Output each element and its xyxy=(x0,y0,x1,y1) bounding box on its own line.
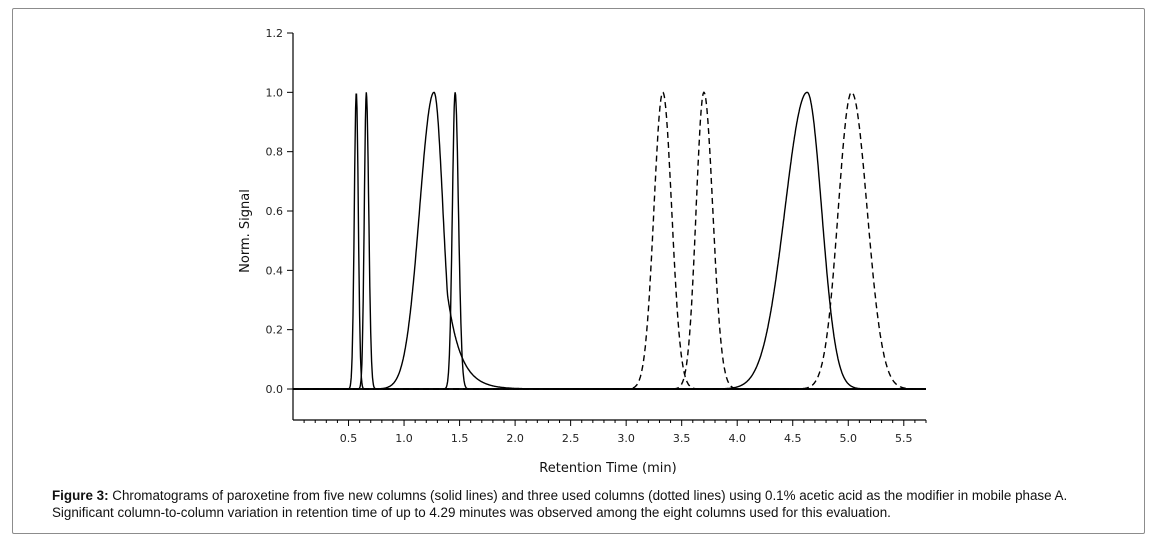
y-axis-title: Norm. Signal xyxy=(238,189,253,273)
x-tick-label: 0.5 xyxy=(340,432,358,445)
series-line-4 xyxy=(293,92,926,390)
y-tick-label: 0.0 xyxy=(266,383,284,396)
x-tick-label: 4.5 xyxy=(784,432,802,445)
x-tick-label: 2.5 xyxy=(562,432,580,445)
y-tick-label: 1.2 xyxy=(266,27,284,40)
x-tick-label: 1.0 xyxy=(395,432,413,445)
y-tick-label: 0.2 xyxy=(266,324,284,337)
chromatogram-chart: 0.5 1.0 1.5 2.0 2.5 3.0 3.5 4.0 4.5 5.0 5.5 0.0 0.2… xyxy=(238,27,927,476)
x-axis-title: Retention Time (min) xyxy=(539,461,676,476)
x-tick-label: 5.0 xyxy=(840,432,858,445)
x-axis-ticks: 0.5 1.0 1.5 2.0 2.5 3.0 3.5 4.0 4.5 5.0 5.5 xyxy=(303,420,927,445)
figure-frame xyxy=(12,8,1145,534)
y-tick-label: 1.0 xyxy=(266,86,284,99)
y-tick-label: 0.8 xyxy=(266,146,284,159)
caption-text: Chromatograms of paroxetine from five ne… xyxy=(52,488,1068,520)
x-tick-label: 4.0 xyxy=(728,432,746,445)
x-tick-label: 1.5 xyxy=(451,432,469,445)
x-tick-label: 2.0 xyxy=(506,432,524,445)
y-tick-label: 0.6 xyxy=(266,205,284,218)
x-tick-label: 5.5 xyxy=(895,432,913,445)
figure-caption: Figure 3: Chromatograms of paroxetine fr… xyxy=(52,487,1127,521)
series-line-7 xyxy=(293,91,926,390)
series-line-8 xyxy=(293,91,926,390)
y-axis-ticks: 0.0 0.2 0.4 0.6 0.8 1.0 1.2 xyxy=(266,27,293,396)
series-layer xyxy=(293,91,926,390)
axes xyxy=(292,33,926,421)
series-line-2 xyxy=(293,92,926,390)
caption-label: Figure 3: xyxy=(52,488,109,503)
x-tick-label: 3.0 xyxy=(617,432,635,445)
series-line-3 xyxy=(293,91,926,390)
series-line-1 xyxy=(293,93,926,390)
x-tick-label: 3.5 xyxy=(673,432,691,445)
series-line-5 xyxy=(293,91,926,390)
y-tick-label: 0.4 xyxy=(266,264,284,277)
series-line-6 xyxy=(293,91,926,390)
